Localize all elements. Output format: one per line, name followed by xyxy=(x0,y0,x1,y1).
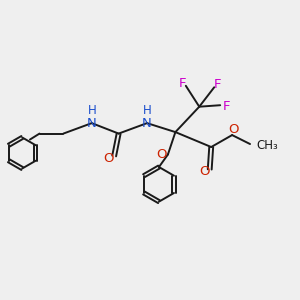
Text: F: F xyxy=(223,100,230,113)
Text: N: N xyxy=(142,117,152,130)
Text: F: F xyxy=(178,77,186,90)
Text: O: O xyxy=(103,152,114,165)
Text: N: N xyxy=(87,117,97,130)
Text: O: O xyxy=(157,148,167,161)
Text: CH₃: CH₃ xyxy=(256,139,278,152)
Text: O: O xyxy=(228,123,239,136)
Text: F: F xyxy=(214,78,221,92)
Text: H: H xyxy=(87,103,96,117)
Text: H: H xyxy=(142,103,152,117)
Text: O: O xyxy=(199,165,210,178)
